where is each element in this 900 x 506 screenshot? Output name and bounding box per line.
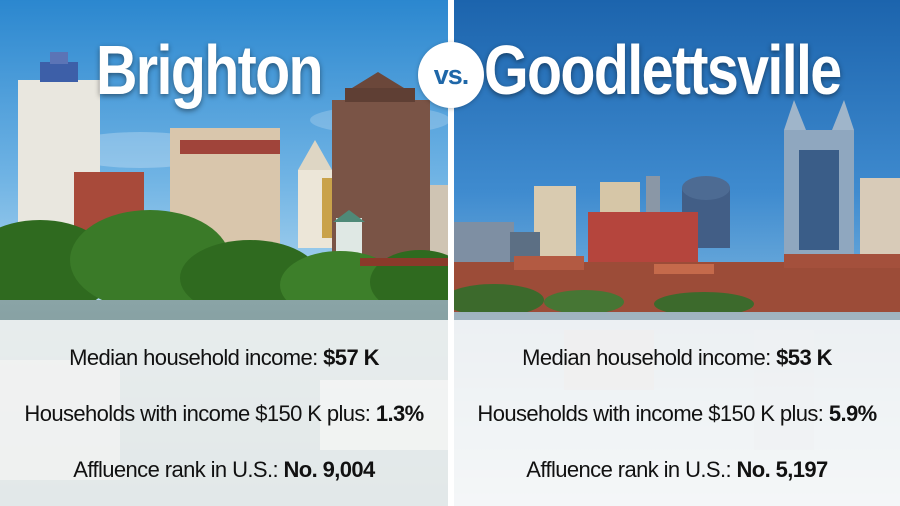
right-affluence-rank-value: No. 5,197 <box>736 457 828 482</box>
right-median-income: Median household income: $53 K <box>454 345 900 371</box>
left-median-income-value: $57 K <box>323 345 379 370</box>
right-stats-overlay <box>454 320 900 506</box>
left-high-income-share: Households with income $150 K plus: 1.3% <box>0 401 448 427</box>
right-high-income-label: Households with income $150 K plus: <box>477 401 829 426</box>
right-high-income-value: 5.9% <box>828 401 877 426</box>
left-affluence-rank-label: Affluence rank in U.S.: <box>73 457 284 482</box>
right-median-income-value: $53 K <box>776 345 832 370</box>
right-city-title: Goodlettsville <box>484 31 842 109</box>
panel-divider <box>448 0 454 506</box>
right-affluence-rank-label: Affluence rank in U.S.: <box>526 457 737 482</box>
left-high-income-value: 1.3% <box>375 401 424 426</box>
left-affluence-rank-value: No. 9,004 <box>283 457 375 482</box>
left-stats-overlay <box>0 320 448 506</box>
left-city-panel: Brighton Median household income: $57 K … <box>0 0 448 506</box>
left-median-income: Median household income: $57 K <box>0 345 448 371</box>
vs-badge: vs. <box>418 42 484 108</box>
right-city-panel: Goodlettsville Median household income: … <box>454 0 900 506</box>
left-city-title: Brighton <box>96 31 324 109</box>
right-affluence-rank: Affluence rank in U.S.: No. 5,197 <box>454 457 900 483</box>
left-affluence-rank: Affluence rank in U.S.: No. 9,004 <box>0 457 448 483</box>
left-high-income-label: Households with income $150 K plus: <box>24 401 376 426</box>
right-high-income-share: Households with income $150 K plus: 5.9% <box>454 401 900 427</box>
left-median-income-label: Median household income: <box>69 345 324 370</box>
right-median-income-label: Median household income: <box>522 345 777 370</box>
